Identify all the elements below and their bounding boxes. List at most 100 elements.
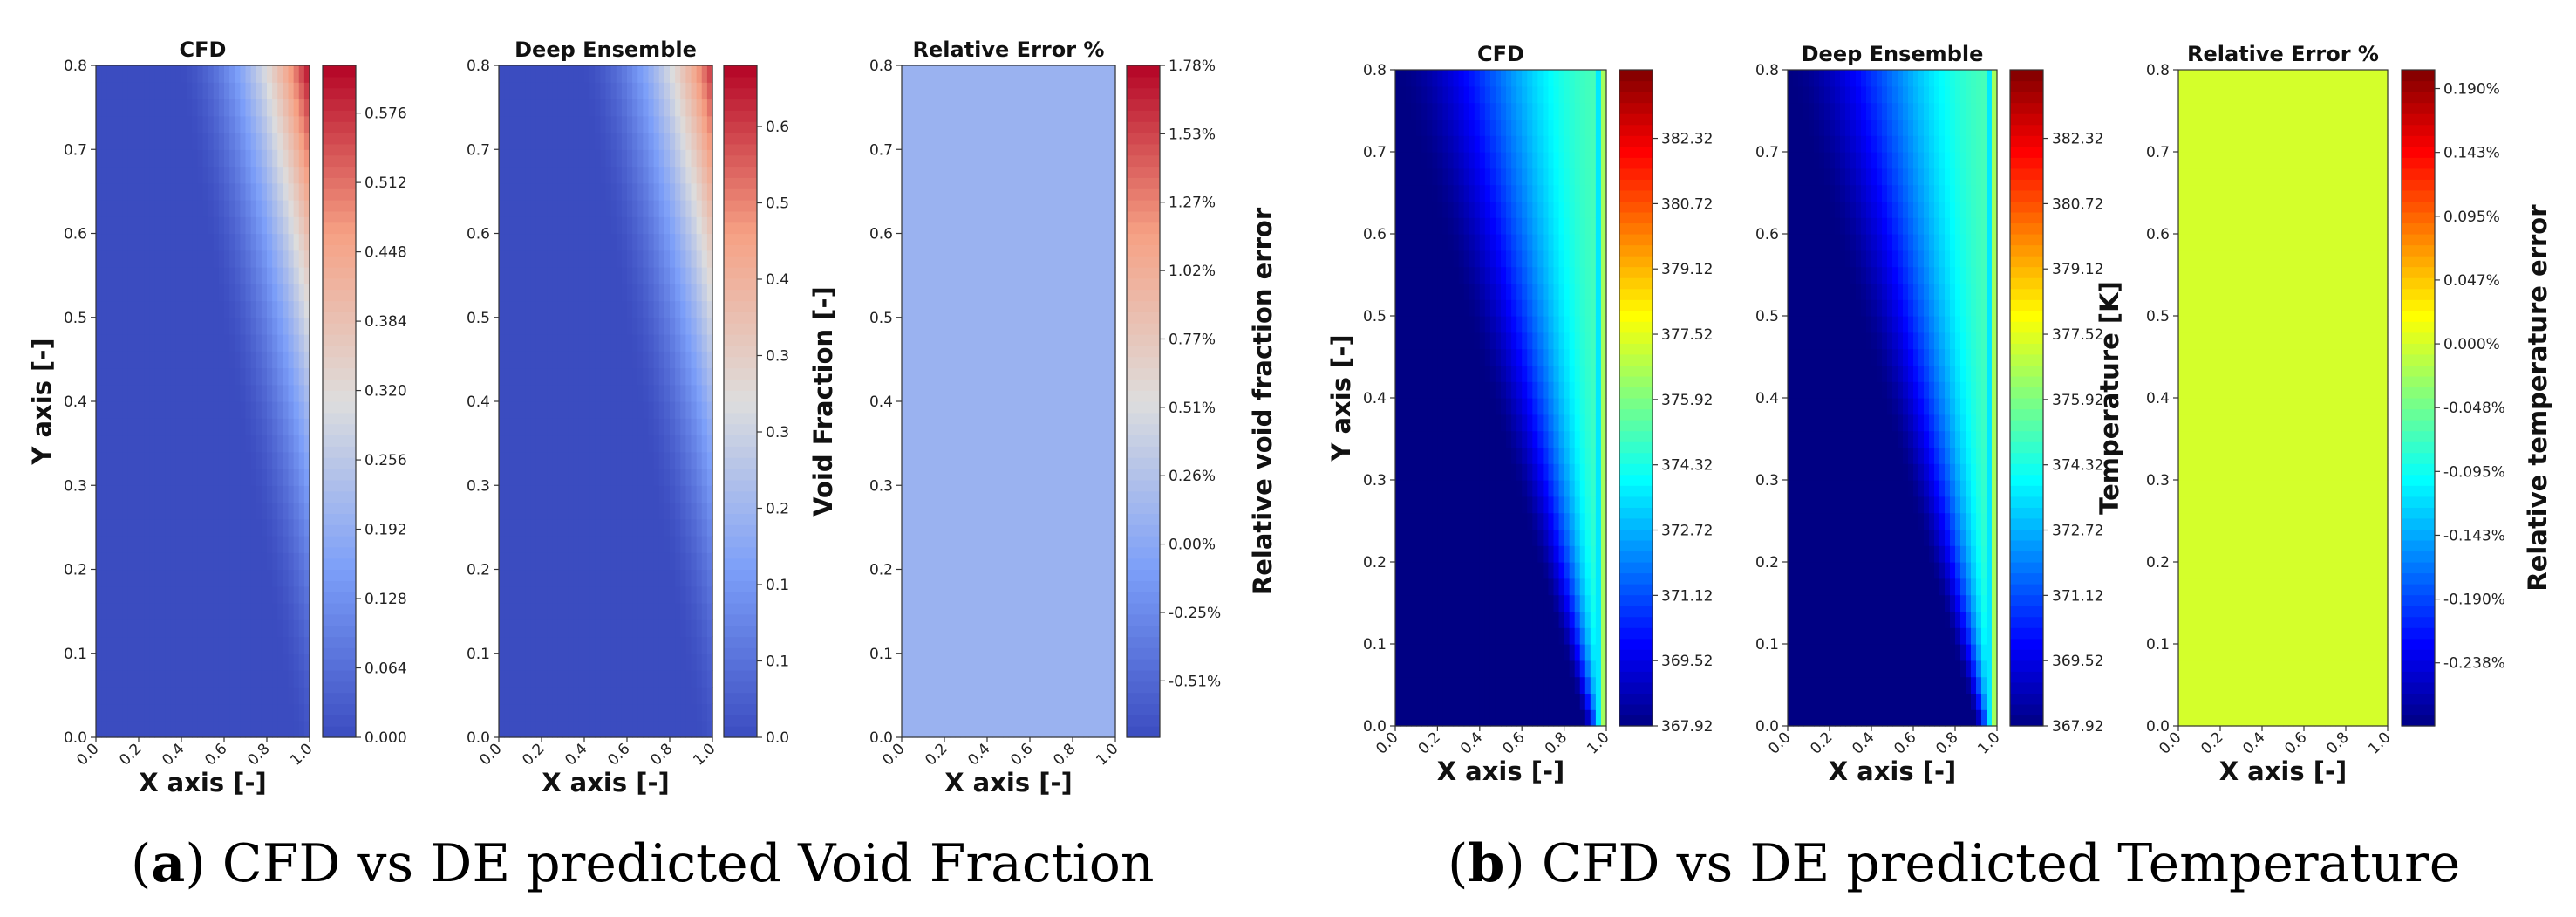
heatmap-cell	[504, 233, 510, 251]
heatmap-cell	[101, 317, 107, 335]
heatmap-cell	[149, 670, 155, 688]
heatmap-cell	[504, 502, 510, 520]
heatmap-cell	[298, 518, 305, 537]
heatmap-cell	[520, 65, 527, 83]
heatmap-cell	[499, 367, 505, 386]
heatmap-cell	[584, 485, 590, 503]
heatmap-cell	[96, 115, 102, 133]
heatmap-cell	[1099, 149, 1106, 168]
heatmap-cell	[675, 351, 681, 369]
heatmap-cell	[509, 300, 515, 318]
heatmap-cell	[653, 115, 660, 133]
heatmap-cell	[245, 149, 252, 168]
heatmap-cell	[595, 182, 601, 201]
heatmap-cell	[1083, 603, 1089, 620]
heatmap-cell	[1067, 569, 1073, 587]
colorbar-segment	[724, 210, 757, 223]
heatmap-cell	[127, 149, 134, 168]
heatmap-cell	[600, 536, 607, 553]
heatmap-cell	[562, 367, 569, 386]
heatmap-cell	[261, 585, 268, 604]
heatmap-cell	[1073, 687, 1079, 705]
heatmap-cell	[283, 703, 290, 722]
heatmap-cell	[1040, 250, 1046, 268]
heatmap-cell	[283, 384, 290, 402]
heatmap-cell	[568, 569, 575, 587]
heatmap-cell	[267, 485, 273, 503]
heatmap-cell	[1013, 569, 1020, 587]
heatmap-cell	[106, 182, 112, 201]
heatmap-cell	[542, 115, 548, 133]
heatmap-cell	[303, 469, 310, 486]
heatmap-cell	[175, 703, 182, 722]
heatmap-cell	[139, 267, 145, 284]
heatmap-cell	[965, 636, 972, 654]
heatmap-cell	[1094, 200, 1101, 217]
heatmap-cell	[637, 518, 644, 537]
heatmap-cell	[557, 703, 564, 722]
heatmap-cell	[557, 166, 564, 184]
heatmap-cell	[552, 182, 558, 201]
heatmap-cell	[998, 636, 1004, 654]
heatmap-cell	[250, 435, 257, 453]
heatmap-cell	[1073, 367, 1079, 386]
heatmap-cell	[960, 216, 967, 235]
heatmap-cell	[1019, 200, 1026, 217]
heatmap-cell	[1051, 115, 1058, 133]
heatmap-cell	[706, 603, 713, 620]
heatmap-cell	[293, 300, 300, 318]
heatmap-cell	[542, 149, 548, 168]
heatmap-cell	[535, 182, 542, 201]
heatmap-cell	[976, 233, 983, 251]
heatmap-cell	[643, 384, 650, 402]
heatmap-cell	[616, 435, 623, 453]
heatmap-cell	[1083, 384, 1089, 402]
heatmap-cell	[283, 115, 290, 133]
heatmap-cell	[1056, 351, 1063, 369]
heatmap-cell	[1013, 603, 1020, 620]
heatmap-cell	[525, 149, 532, 168]
heatmap-cell	[643, 300, 650, 318]
heatmap-cell	[149, 200, 155, 217]
heatmap-cell	[149, 485, 155, 503]
heatmap-cell	[213, 636, 220, 654]
heatmap-cell	[293, 418, 300, 436]
heatmap-cell	[530, 552, 537, 571]
heatmap-cell	[573, 435, 580, 453]
heatmap-cell	[578, 149, 585, 168]
heatmap-cell	[1003, 502, 1010, 520]
heatmap-cell	[675, 536, 681, 553]
heatmap-cell	[907, 82, 913, 100]
heatmap-cell	[303, 334, 310, 352]
heatmap-cell	[976, 585, 983, 604]
heatmap-cell	[557, 351, 564, 369]
heatmap-cell	[1067, 435, 1073, 453]
heatmap-cell	[499, 585, 505, 604]
heatmap-cell	[547, 603, 553, 620]
heatmap-cell	[175, 200, 182, 217]
heatmap-cell	[122, 569, 129, 587]
heatmap-cell	[1073, 99, 1079, 117]
heatmap-cell	[1099, 720, 1106, 738]
heatmap-cell	[208, 99, 215, 117]
heatmap-cell	[149, 502, 155, 520]
heatmap-cell	[542, 502, 548, 520]
heatmap-cell	[578, 703, 585, 722]
heatmap-cell	[181, 317, 187, 335]
heatmap-cell	[1046, 182, 1053, 201]
heatmap-cell	[1083, 267, 1089, 284]
heatmap-cell	[960, 418, 967, 436]
heatmap-cell	[175, 603, 182, 620]
heatmap-cell	[261, 317, 268, 335]
heatmap-cell	[272, 603, 278, 620]
heatmap-cell	[165, 435, 172, 453]
heatmap-cell	[256, 720, 262, 738]
heatmap-cell	[542, 99, 548, 117]
heatmap-cell	[1078, 317, 1084, 335]
colorbar-frame	[723, 65, 758, 738]
heatmap-cell	[525, 384, 532, 402]
heatmap-cell	[504, 200, 510, 217]
heatmap-cell	[235, 149, 241, 168]
heatmap-cell	[965, 216, 972, 235]
